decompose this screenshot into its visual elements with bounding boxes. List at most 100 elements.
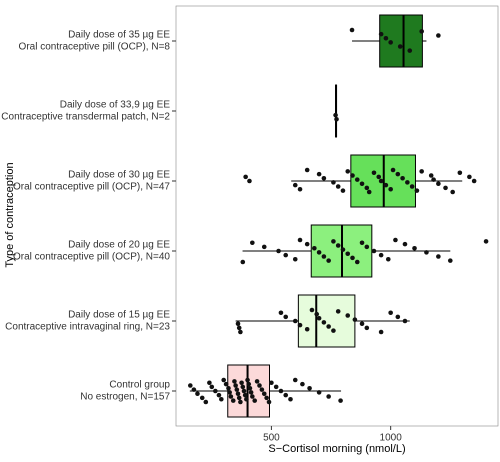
point bbox=[376, 174, 382, 180]
point bbox=[326, 394, 331, 399]
point bbox=[402, 241, 408, 247]
point bbox=[216, 392, 222, 398]
point bbox=[393, 237, 398, 243]
point bbox=[321, 254, 327, 259]
point bbox=[239, 380, 244, 386]
point bbox=[407, 48, 413, 53]
point bbox=[244, 396, 249, 402]
category-label: Daily dose of 33,9 µg EE bbox=[60, 100, 171, 111]
point bbox=[221, 377, 227, 383]
point bbox=[316, 171, 322, 177]
point bbox=[405, 180, 410, 185]
point bbox=[364, 325, 370, 331]
point bbox=[436, 181, 441, 187]
point bbox=[292, 182, 298, 188]
point bbox=[278, 388, 284, 394]
point bbox=[338, 398, 343, 403]
point bbox=[419, 29, 424, 34]
point bbox=[390, 167, 396, 173]
point bbox=[359, 321, 365, 327]
point bbox=[349, 27, 355, 33]
point bbox=[378, 31, 384, 37]
point bbox=[235, 321, 241, 327]
point bbox=[316, 250, 322, 255]
point bbox=[388, 310, 393, 316]
point bbox=[316, 315, 322, 321]
point bbox=[207, 380, 212, 386]
point bbox=[402, 318, 408, 324]
point bbox=[232, 379, 237, 384]
point bbox=[316, 390, 322, 395]
point bbox=[261, 391, 267, 397]
point bbox=[238, 399, 243, 405]
point bbox=[414, 188, 420, 193]
category-label: Oral contraceptive pill (OCP), N=47 bbox=[13, 182, 170, 193]
point bbox=[409, 184, 415, 189]
point bbox=[188, 383, 193, 388]
point bbox=[333, 112, 338, 118]
point bbox=[199, 395, 205, 401]
point bbox=[297, 237, 303, 243]
point bbox=[230, 398, 236, 403]
point bbox=[359, 240, 365, 246]
point bbox=[264, 395, 269, 401]
point bbox=[431, 177, 436, 182]
point bbox=[436, 254, 441, 259]
point bbox=[273, 384, 279, 390]
point bbox=[447, 258, 453, 263]
point bbox=[400, 175, 405, 181]
point bbox=[335, 309, 341, 314]
point bbox=[276, 248, 281, 254]
point bbox=[250, 394, 255, 399]
point bbox=[250, 240, 255, 246]
point bbox=[243, 174, 248, 180]
point bbox=[233, 383, 238, 388]
point bbox=[292, 377, 298, 383]
point bbox=[335, 184, 341, 189]
point bbox=[236, 325, 242, 331]
point bbox=[228, 394, 234, 399]
point bbox=[352, 317, 358, 322]
point bbox=[252, 398, 258, 403]
category-label: Contraceptive transdermal patch, N=2 bbox=[1, 112, 170, 123]
point bbox=[395, 171, 401, 177]
point bbox=[450, 189, 455, 195]
point bbox=[213, 388, 218, 394]
point bbox=[350, 255, 355, 261]
point bbox=[297, 322, 303, 328]
point bbox=[436, 33, 441, 38]
point bbox=[304, 241, 310, 247]
point bbox=[223, 381, 229, 387]
panel bbox=[175, 5, 499, 427]
point bbox=[359, 181, 365, 187]
point bbox=[340, 188, 346, 193]
point bbox=[219, 396, 224, 402]
category-label: No estrogen, N=157 bbox=[80, 392, 170, 403]
point bbox=[471, 178, 477, 184]
point bbox=[269, 380, 274, 386]
point bbox=[483, 239, 489, 244]
point bbox=[312, 245, 317, 251]
point bbox=[366, 189, 372, 195]
point bbox=[241, 388, 247, 394]
point bbox=[203, 399, 209, 405]
point bbox=[283, 252, 289, 258]
point bbox=[443, 185, 448, 191]
point bbox=[364, 244, 370, 250]
point bbox=[345, 313, 351, 318]
point bbox=[236, 395, 242, 401]
category-label: Contraceptive intravaginal ring, N=23 bbox=[5, 322, 170, 333]
point bbox=[240, 259, 246, 265]
point bbox=[309, 307, 315, 313]
point bbox=[364, 185, 370, 191]
point bbox=[292, 256, 298, 262]
category-label: Daily dose of 15 µg EE bbox=[68, 310, 170, 321]
point bbox=[227, 390, 232, 395]
point bbox=[424, 250, 429, 255]
point bbox=[245, 377, 250, 383]
point bbox=[383, 182, 389, 188]
box bbox=[297, 294, 356, 348]
point bbox=[419, 169, 424, 174]
point bbox=[395, 314, 401, 320]
